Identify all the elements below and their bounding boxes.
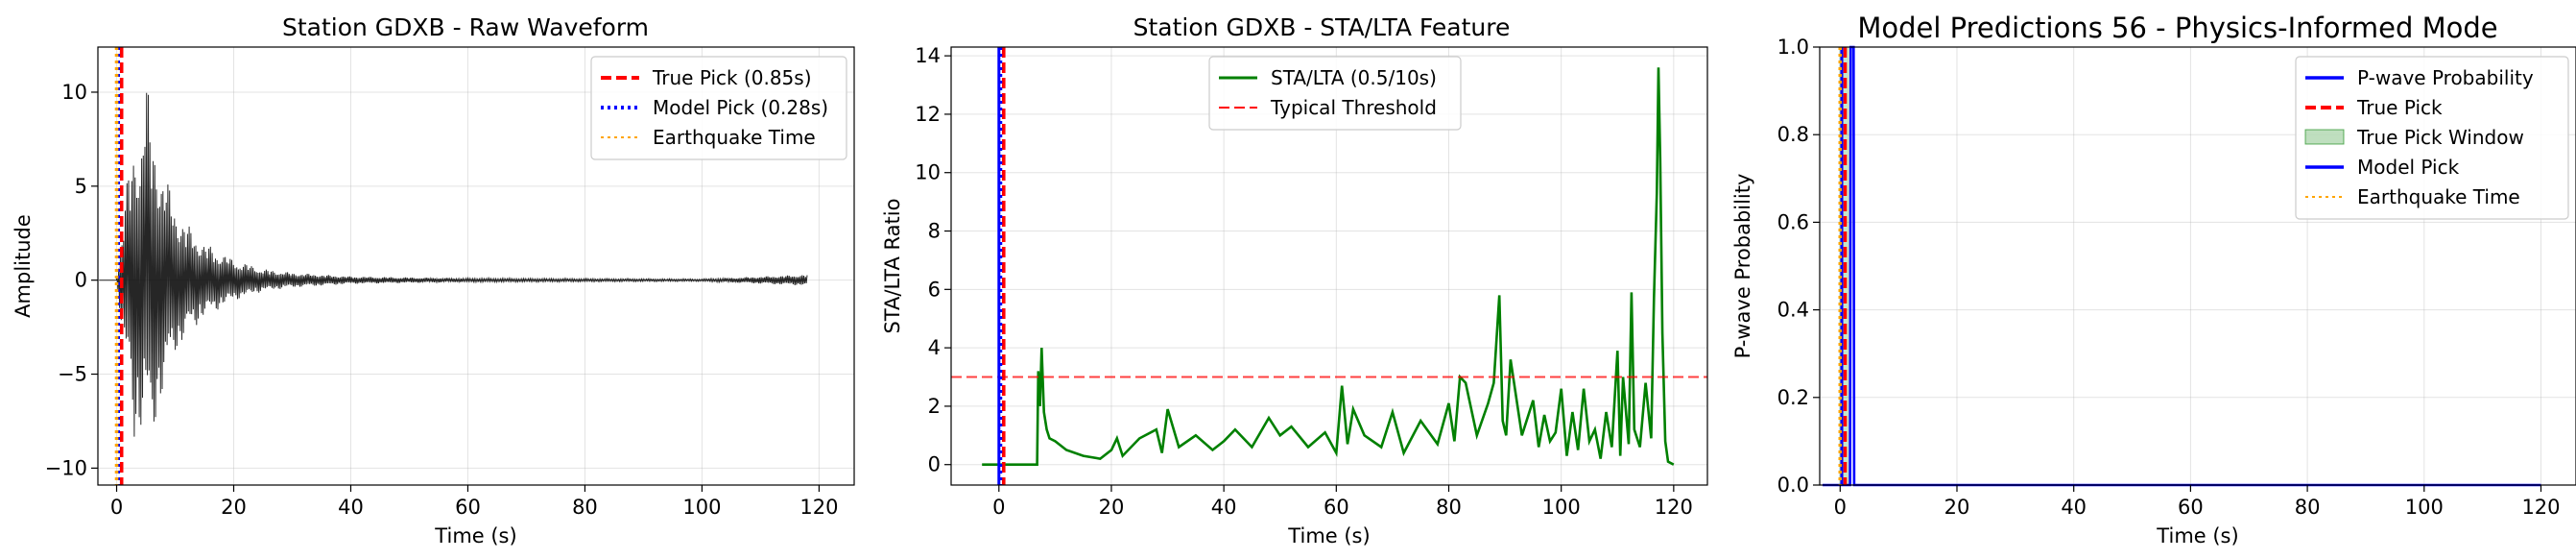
legend-entry: True Pick Window [2356,126,2524,149]
legend-entry: True Pick [2356,96,2443,119]
panel-1-xlabel: Time (s) [434,524,516,547]
panel-1-title: Station GDXB - Raw Waveform [282,13,649,41]
y-tick-label: 0 [928,453,941,476]
x-tick-label: 0 [1834,496,1847,519]
waveform-line [99,92,808,437]
legend-box [1208,56,1462,131]
panel-3-yticks: 0.0 0.2 0.4 0.6 0.8 1.0 [1777,36,1820,497]
x-tick-label: 40 [2061,496,2087,519]
panel-2-xticks: 0 20 40 60 80 100 120 [992,485,1693,519]
panel-2-xlabel: Time (s) [1287,524,1370,547]
legend-entry: True Pick (0.85s) [652,66,812,89]
panel-2-marks [951,47,1707,485]
legend-swatch [2304,129,2345,145]
x-tick-label: 100 [2405,496,2444,519]
panel-3-frame [1819,46,2576,486]
x-tick-label: 120 [2521,496,2560,519]
y-tick-label: 0.2 [1777,386,1809,409]
panel-raw-waveform: Station GDXB - Raw Waveform 0 20 40 60 80 100… [12,13,855,547]
y-tick-label: 0.4 [1777,299,1809,322]
panel-2-title: Station GDXB - STA/LTA Feature [1133,13,1511,41]
x-tick-label: 20 [1099,496,1125,519]
legend-entry: Model Pick (0.28s) [653,96,828,119]
legend-entry: P-wave Probability [2357,66,2534,89]
panel-1-yticks: −10 −5 0 5 10 [45,81,98,479]
y-tick-label: 0.8 [1777,123,1809,146]
legend-entry: Typical Threshold [1270,96,1437,119]
y-tick-label: 0.0 [1777,474,1809,497]
panel-1-legend: True Pick (0.85s) Model Pick (0.28s) Earth… [590,56,847,160]
panel-3-title: Model Predictions 56 - Physics-Informed … [1857,12,2497,44]
panel-3-xlabel: Time (s) [2156,524,2238,547]
x-tick-label: 40 [338,496,364,519]
y-tick-label: 10 [915,161,941,184]
x-tick-label: 0 [992,496,1005,519]
y-tick-label: 0 [75,269,87,292]
panel-1-ylabel: Amplitude [12,214,35,318]
y-tick-label: −10 [45,456,87,479]
y-tick-label: 6 [928,278,941,301]
x-tick-label: 80 [572,496,598,519]
panel-model-predictions: Model Predictions 56 - Physics-Informed … [1731,12,2576,547]
x-tick-label: 60 [1324,496,1349,519]
x-tick-label: 0 [110,496,123,519]
panel-1-xticks: 0 20 40 60 80 100 120 [110,485,838,519]
panel-1-marks [99,47,808,485]
panel-3-ylabel: P-wave Probability [1731,174,1754,359]
panel-2-yticks: 0 2 4 6 8 10 12 14 [915,44,951,476]
y-tick-label: 5 [75,175,87,198]
x-tick-label: 60 [2178,496,2204,519]
y-tick-label: 2 [928,395,941,418]
x-tick-label: 80 [2295,496,2321,519]
panel-2-frame [950,46,1708,486]
legend-box [590,56,847,160]
y-tick-label: 12 [915,103,941,126]
x-tick-label: 120 [799,496,838,519]
x-tick-label: 120 [1655,496,1693,519]
x-tick-label: 20 [1944,496,1970,519]
x-tick-label: 40 [1211,496,1237,519]
y-tick-label: 0.6 [1777,210,1809,233]
legend-entry: Model Pick [2357,156,2460,179]
panel-3-legend: P-wave Probability True Pick True Pick Win… [2295,56,2569,220]
legend-entry: STA/LTA (0.5/10s) [1271,66,1437,89]
y-tick-label: 1.0 [1777,36,1809,59]
y-tick-label: 4 [928,336,941,359]
series-line [982,67,1675,466]
legend-entry: Earthquake Time [653,126,816,149]
x-tick-label: 100 [682,496,721,519]
panel-3-xticks: 0 20 40 60 80 100 120 [1834,485,2561,519]
panel-2-ylabel: STA/LTA Ratio [881,199,904,334]
y-tick-label: −5 [58,363,87,386]
y-tick-label: 8 [928,220,941,243]
y-tick-label: 14 [915,44,941,67]
y-tick-label: 10 [61,81,87,104]
legend-box [2295,56,2569,220]
x-tick-label: 20 [221,496,247,519]
panel-sta-lta: Station GDXB - STA/LTA Feature 0 20 40 60 80… [881,13,1708,547]
x-tick-label: 100 [1542,496,1581,519]
x-tick-label: 60 [455,496,481,519]
panel-1-frame [97,46,855,486]
panel-2-legend: STA/LTA (0.5/10s) Typical Threshold [1208,56,1462,131]
x-tick-label: 80 [1436,496,1462,519]
legend-entry: Earthquake Time [2357,185,2520,208]
